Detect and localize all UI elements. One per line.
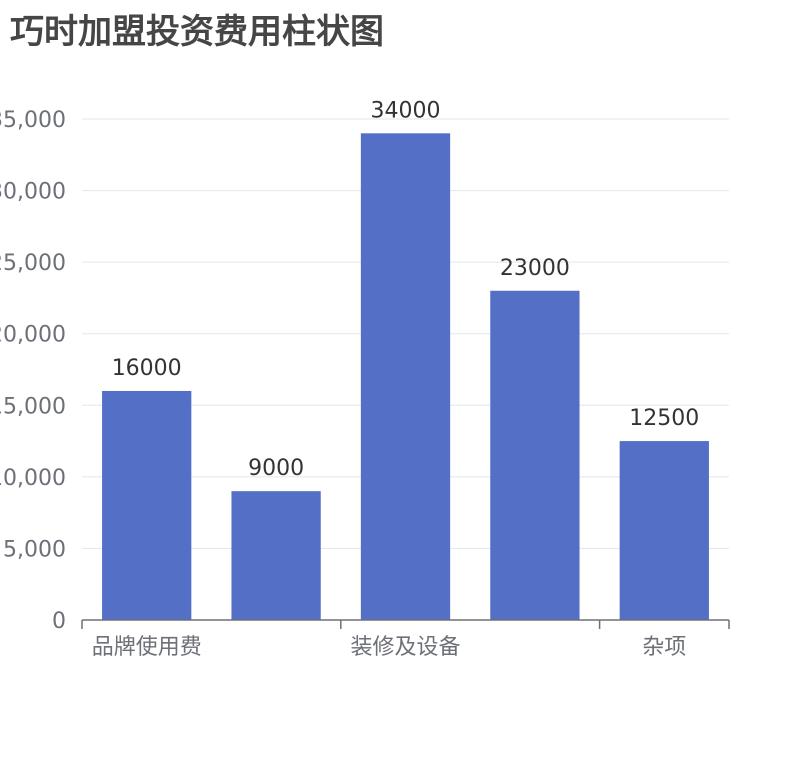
data-label: 9000 bbox=[248, 456, 304, 481]
data-label: 16000 bbox=[112, 356, 182, 381]
bar bbox=[619, 441, 709, 620]
bars bbox=[102, 133, 709, 621]
y-tick-label: 20,000 bbox=[0, 323, 66, 348]
y-tick-label: 5,000 bbox=[3, 537, 66, 562]
x-axis-tick-labels: 品牌使用费 装修及设备 杂项 bbox=[92, 635, 687, 660]
bar bbox=[102, 390, 192, 620]
y-tick-label: 10,000 bbox=[0, 466, 66, 491]
x-tick-label: 装修及设备 bbox=[350, 635, 460, 660]
data-label: 34000 bbox=[371, 98, 441, 123]
y-tick-label: 30,000 bbox=[0, 180, 66, 205]
y-tick-label: 35,000 bbox=[0, 108, 66, 133]
y-tick-label: 0 bbox=[52, 609, 66, 634]
data-label: 23000 bbox=[500, 256, 570, 281]
bar bbox=[231, 491, 321, 620]
bar bbox=[360, 133, 451, 621]
x-axis bbox=[81, 619, 730, 629]
chart-title: 巧时加盟投资费用柱状图 bbox=[10, 12, 384, 52]
data-label: 12500 bbox=[629, 406, 699, 431]
bar bbox=[490, 290, 580, 620]
y-tick-label: 15,000 bbox=[0, 394, 66, 419]
y-axis-tick-labels: 0 5,000 10,000 15,000 20,000 25,000 30,000 35,0… bbox=[0, 108, 66, 634]
x-tick-label: 品牌使用费 bbox=[92, 635, 202, 660]
x-tick-label: 杂项 bbox=[642, 635, 686, 660]
y-tick-label: 25,000 bbox=[0, 251, 66, 276]
data-labels: 16000 9000 34000 23000 12500 bbox=[112, 98, 700, 481]
